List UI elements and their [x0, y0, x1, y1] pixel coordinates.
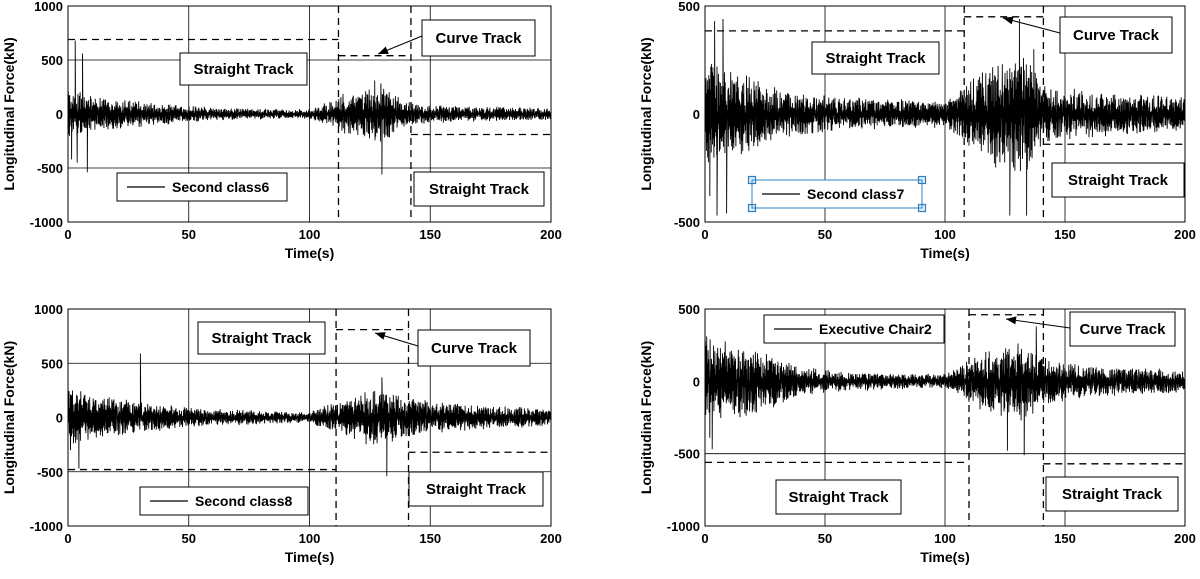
annotation-label: Straight Track: [1068, 172, 1169, 189]
y-axis-label: Longitudinal Force(kN): [638, 341, 654, 494]
x-tick-label: 100: [299, 531, 321, 546]
annotation-box: [1051, 162, 1185, 198]
y-tick-label: 500: [41, 356, 63, 371]
series-line: [705, 18, 1185, 216]
annotation-arrow: [1005, 318, 1071, 329]
annotation-label: Straight Track: [429, 181, 530, 198]
panel-executive-chair2: 0 50 100 150 200 -1000 -500 0 500 Time(s) Longitud…: [638, 302, 1196, 565]
legend: Executive Chair2: [763, 314, 945, 344]
x-tick-label: 50: [818, 531, 832, 546]
x-tick-label: 150: [1054, 227, 1076, 242]
y-tick-label: -1000: [30, 519, 63, 534]
x-tick-label: 200: [1174, 227, 1196, 242]
annotation-box: [1069, 311, 1176, 347]
annotation-box: [408, 471, 544, 507]
x-tick-label: 0: [64, 531, 71, 546]
y-tick-label: 1000: [34, 0, 63, 14]
arrowhead-icon: [378, 46, 389, 54]
y-tick-label: -1000: [30, 215, 63, 230]
annotation-box: [775, 479, 902, 515]
y-tick-label: -1000: [667, 519, 700, 534]
series-line: [68, 353, 551, 477]
y-tick-label: 1000: [34, 302, 63, 317]
y-tick-label: -500: [37, 465, 63, 480]
legend: Second class7: [747, 175, 927, 213]
annotation-label: Straight Track: [193, 61, 294, 78]
x-tick-label: 50: [182, 531, 196, 546]
annotation-box: [1045, 476, 1179, 512]
annotation-label: Straight Track: [788, 489, 889, 506]
y-tick-label: 0: [56, 411, 63, 426]
annotation-label: Straight Track: [825, 50, 926, 67]
x-tick-label: 200: [540, 227, 562, 242]
x-tick-label: 100: [299, 227, 321, 242]
x-tick-label: 0: [64, 227, 71, 242]
annotation-label: Straight Track: [211, 330, 312, 347]
legend-label: Second class7: [807, 186, 904, 202]
x-axis-label: Time(s): [285, 549, 335, 565]
series-line: [68, 40, 551, 175]
x-tick-label: 50: [182, 227, 196, 242]
y-tick-label: 0: [56, 107, 63, 122]
annotation-box: [1059, 16, 1173, 54]
x-tick-label: 100: [934, 227, 956, 242]
arrowhead-icon: [375, 332, 386, 340]
x-tick-label: 0: [701, 531, 708, 546]
y-axis-label: Longitudinal Force(kN): [638, 37, 654, 190]
annotation-label: Curve Track: [1080, 321, 1167, 338]
x-axis-label: Time(s): [285, 245, 335, 261]
series-line: [705, 326, 1185, 456]
annotation-box: [179, 52, 308, 86]
arrowhead-icon: [1003, 16, 1014, 25]
x-axis-label: Time(s): [920, 245, 970, 261]
x-tick-label: 150: [419, 531, 441, 546]
plot-frame: [704, 5, 1186, 223]
legend-label: Second class6: [172, 179, 269, 195]
y-tick-label: 500: [41, 53, 63, 68]
y-tick-label: -500: [674, 215, 700, 230]
plot-frame: [67, 308, 552, 527]
y-tick-label: 500: [678, 302, 700, 317]
panel-second-class6: 0 50 100 150 200 -1000 -500 0 500 1000 Time(s) Long…: [1, 0, 562, 261]
y-tick-label: -500: [37, 161, 63, 176]
annotation-box: [413, 171, 545, 207]
x-tick-label: 50: [818, 227, 832, 242]
x-tick-label: 150: [1054, 531, 1076, 546]
arrowhead-icon: [1006, 316, 1017, 325]
x-tick-label: 100: [934, 531, 956, 546]
annotation-label: Curve Track: [436, 30, 523, 47]
x-tick-label: 200: [1174, 531, 1196, 546]
annotation-label: Straight Track: [426, 481, 527, 498]
annotation-box: [421, 19, 536, 57]
y-tick-label: 0: [693, 374, 700, 389]
annotation-label: Curve Track: [431, 340, 518, 357]
legend: Second class8: [139, 486, 309, 516]
y-tick-label: 500: [678, 0, 700, 14]
selection-outline: [751, 179, 923, 209]
x-tick-label: 0: [701, 227, 708, 242]
plot-frame: [67, 5, 552, 223]
y-axis-label: Longitudinal Force(kN): [1, 37, 17, 190]
plot-frame: [704, 308, 1186, 527]
y-axis-label: Longitudinal Force(kN): [1, 341, 17, 494]
y-tick-label: -500: [674, 447, 700, 462]
annotation-box: [417, 329, 531, 367]
annotation-label: Straight Track: [1062, 486, 1163, 503]
legend-label: Second class8: [195, 493, 292, 509]
legend: Second class6: [116, 172, 288, 202]
x-tick-label: 200: [540, 531, 562, 546]
panel-second-class8: 0 50 100 150 200 -1000 -500 0 500 1000 Time(s) Long…: [1, 302, 562, 565]
y-tick-label: 0: [693, 107, 700, 122]
x-tick-label: 150: [419, 227, 441, 242]
x-axis-label: Time(s): [920, 549, 970, 565]
annotation-box: [197, 321, 326, 355]
annotation-box: [811, 41, 940, 75]
annotation-label: Curve Track: [1073, 27, 1160, 44]
panel-second-class7: 0 50 100 150 200-5000500Time(s)Longitudinal …: [638, 0, 1196, 261]
legend-label: Executive Chair2: [819, 321, 932, 337]
